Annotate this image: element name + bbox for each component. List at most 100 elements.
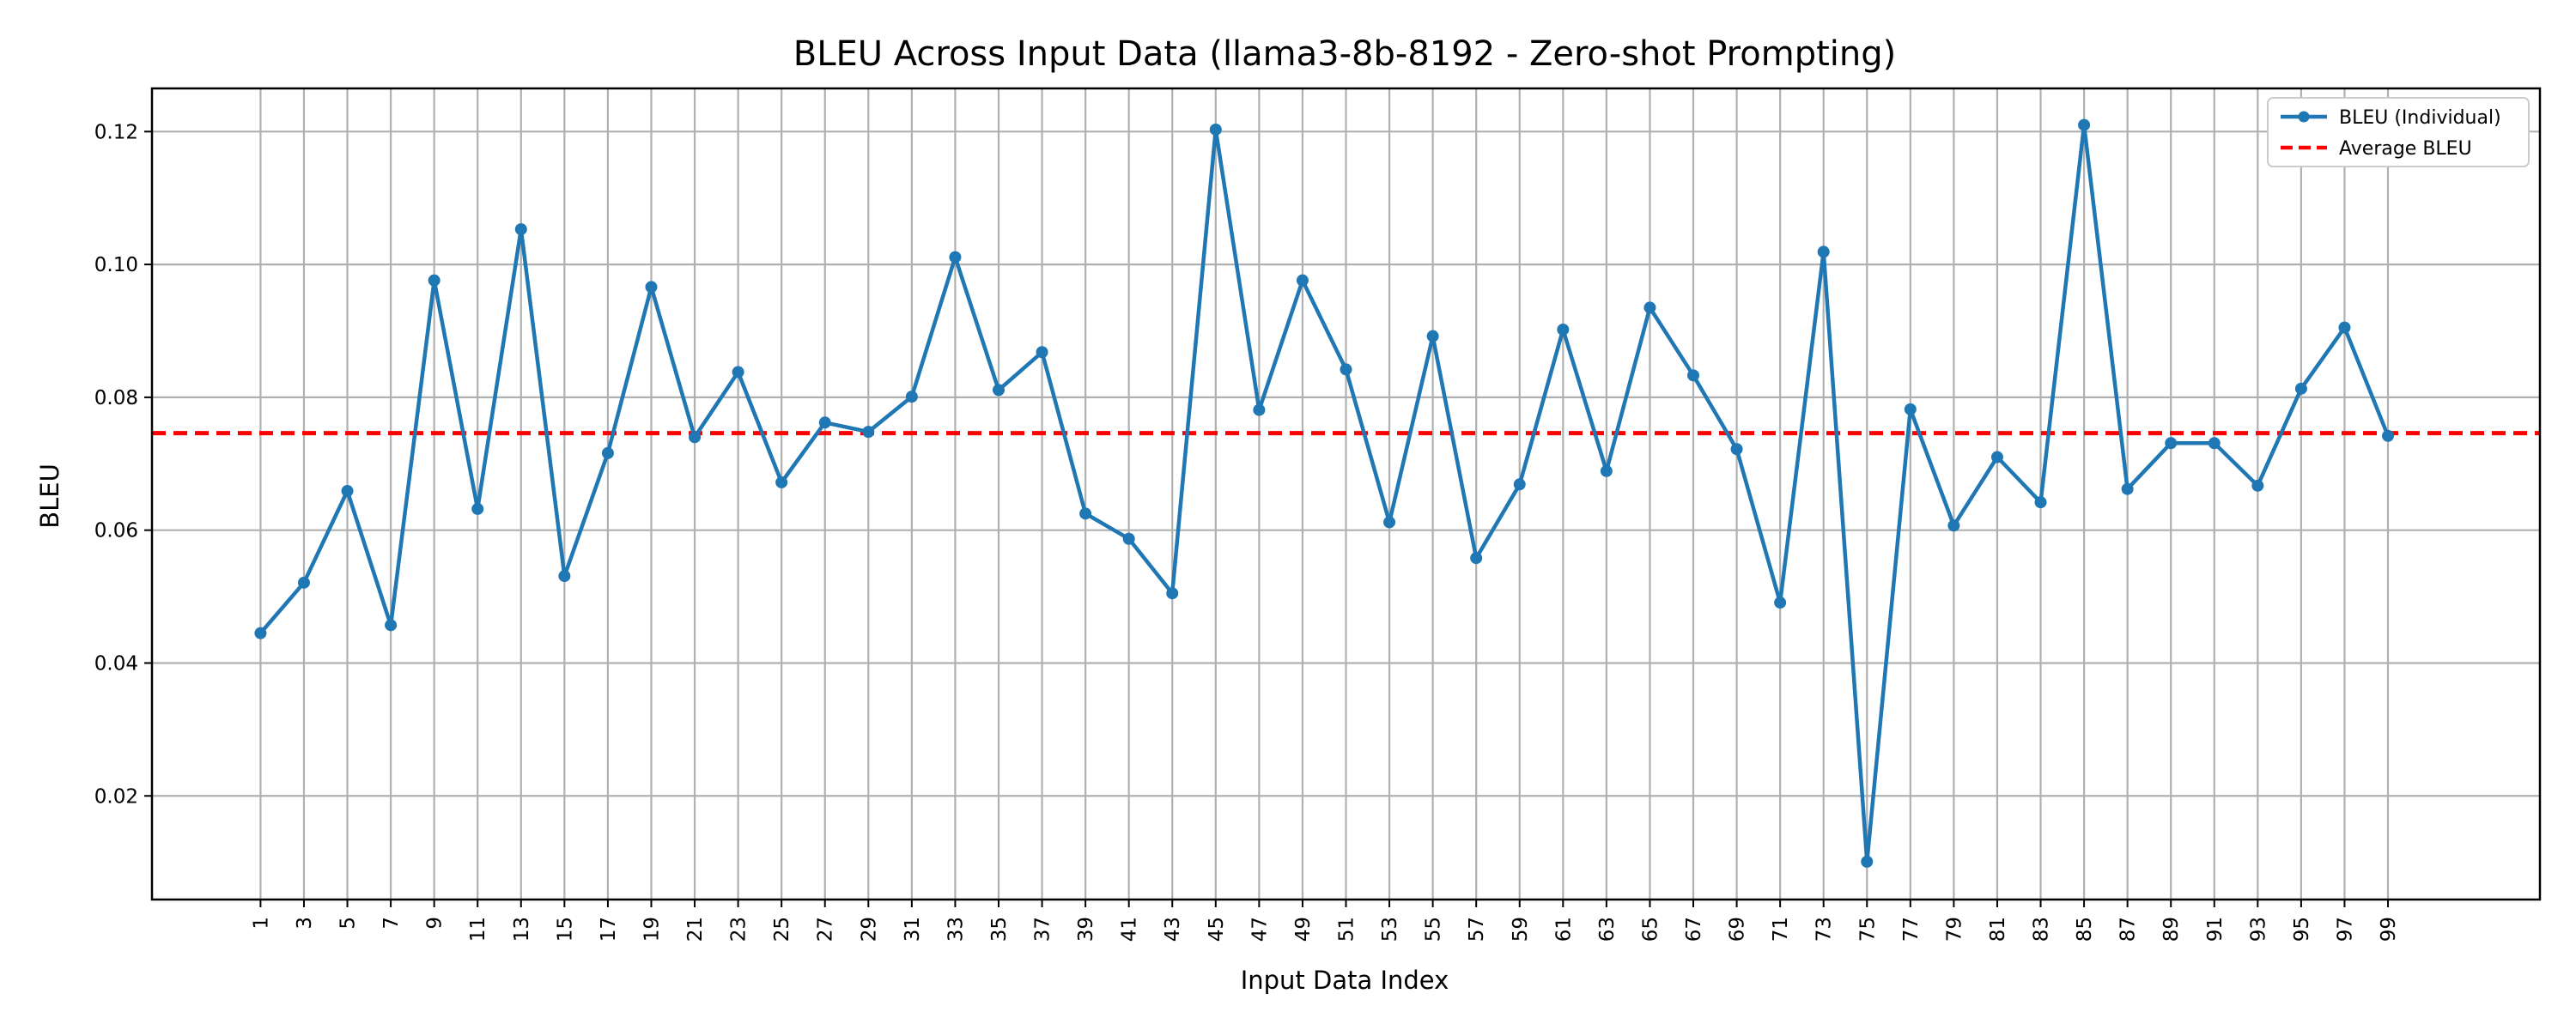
bleu-data-point <box>1817 245 1830 258</box>
bleu-data-point <box>1861 855 1874 868</box>
x-tick-label: 65 <box>1639 917 1662 942</box>
x-tick-label: 55 <box>1423 917 1445 942</box>
x-tick-label: 67 <box>1683 917 1705 942</box>
x-tick-label: 23 <box>728 917 750 942</box>
bleu-data-point <box>905 391 918 403</box>
x-tick-label: 79 <box>1943 917 1965 942</box>
bleu-data-point <box>1296 274 1309 287</box>
x-tick-label: 7 <box>380 917 403 930</box>
bleu-data-point <box>2078 118 2091 131</box>
bleu-data-point <box>254 627 267 639</box>
bleu-data-point <box>1426 330 1439 342</box>
bleu-data-point <box>1947 519 1960 532</box>
bleu-data-point <box>732 366 744 379</box>
bleu-data-point <box>471 502 484 515</box>
x-tick-label: 97 <box>2334 917 2356 942</box>
bleu-data-point <box>862 426 875 439</box>
x-tick-label: 89 <box>2160 917 2183 942</box>
x-tick-label: 17 <box>598 917 620 942</box>
x-tick-label: 81 <box>1987 917 2009 942</box>
x-tick-label: 73 <box>1814 917 1836 942</box>
x-tick-label: 51 <box>1336 917 1358 942</box>
x-tick-label: 59 <box>1510 917 1532 942</box>
bleu-data-point <box>645 281 658 294</box>
bleu-data-point <box>341 485 354 498</box>
y-tick-label: 0.12 <box>94 121 138 143</box>
x-axis-label: Input Data Index <box>1241 966 1449 995</box>
bleu-data-point <box>1600 464 1613 477</box>
x-tick-label: 69 <box>1727 917 1749 942</box>
bleu-data-point <box>2338 321 2351 334</box>
x-tick-label: 57 <box>1466 917 1488 942</box>
bleu-data-point <box>1253 403 1266 416</box>
bleu-data-point <box>1079 507 1092 520</box>
bleu-data-point <box>1122 532 1135 545</box>
x-tick-label: 87 <box>2117 917 2140 942</box>
x-tick-label: 45 <box>1206 917 1228 942</box>
bleu-data-point <box>1470 552 1483 565</box>
x-tick-label: 39 <box>1075 917 1097 942</box>
grid-layer <box>152 88 2540 900</box>
bleu-data-point <box>601 446 614 459</box>
x-tick-label: 33 <box>945 917 967 942</box>
x-tick-label: 99 <box>2378 917 2400 942</box>
x-tick-label: 1 <box>250 917 272 930</box>
x-tick-label: 77 <box>1900 917 1923 942</box>
bleu-data-point <box>385 619 398 632</box>
x-tick-label: 95 <box>2291 917 2313 942</box>
x-tick-label: 35 <box>988 917 1011 942</box>
bleu-data-point <box>2382 429 2395 442</box>
x-tick-label: 11 <box>467 917 489 942</box>
bleu-data-point <box>1730 443 1743 456</box>
y-tick-label: 0.04 <box>94 652 138 675</box>
x-tick-label: 91 <box>2204 917 2227 942</box>
bleu-data-point <box>1340 363 1352 376</box>
x-tick-label: 13 <box>511 917 533 942</box>
x-tick-label: 43 <box>1162 917 1184 942</box>
bleu-data-point <box>428 274 440 287</box>
x-tick-label: 75 <box>1856 917 1879 942</box>
x-axis-ticks: 1 3 5 7 9 11 13 15 17 19 21 23 25 27 29 31 33 35 37 39 41 43 4… <box>250 900 2400 942</box>
y-tick-label: 0.08 <box>94 387 138 409</box>
bleu-data-point <box>1036 346 1048 359</box>
bleu-data-point <box>2208 437 2221 450</box>
x-tick-label: 47 <box>1249 917 1271 942</box>
legend-label-individual: BLEU (Individual) <box>2339 107 2501 129</box>
legend: BLEU (Individual) Average BLEU <box>2267 97 2530 167</box>
x-tick-label: 93 <box>2247 917 2269 942</box>
x-tick-label: 3 <box>294 917 316 930</box>
x-tick-label: 25 <box>771 917 793 942</box>
bleu-data-point <box>1513 478 1526 491</box>
bleu-data-point <box>1557 323 1570 336</box>
y-tick-label: 0.02 <box>94 785 138 808</box>
x-tick-label: 49 <box>1292 917 1315 942</box>
x-tick-label: 9 <box>424 917 447 930</box>
bleu-data-point <box>297 576 310 589</box>
bleu-data-point <box>2121 482 2134 495</box>
series-layer <box>254 118 2395 868</box>
bleu-data-point <box>818 416 831 429</box>
x-tick-label: 61 <box>1552 917 1575 942</box>
chart-title: BLEU Across Input Data (llama3-8b-8192 -… <box>793 34 1896 74</box>
legend-label-average: Average BLEU <box>2339 138 2472 160</box>
bleu-data-point <box>2294 382 2307 395</box>
x-tick-label: 5 <box>337 917 360 930</box>
x-tick-label: 37 <box>1032 917 1054 942</box>
x-tick-label: 71 <box>1770 917 1792 942</box>
bleu-data-point <box>775 476 788 488</box>
bleu-data-point <box>558 570 571 583</box>
bleu-data-point <box>1643 301 1656 314</box>
bleu-data-point <box>1383 516 1396 529</box>
x-tick-label: 85 <box>2074 917 2096 942</box>
y-tick-label: 0.06 <box>94 520 138 542</box>
bleu-data-point <box>2034 496 2047 509</box>
bleu-data-point <box>992 384 1005 397</box>
bleu-data-point <box>1166 587 1179 600</box>
bleu-individual-line <box>258 123 2391 864</box>
x-tick-label: 19 <box>641 917 663 942</box>
x-tick-label: 15 <box>554 917 576 942</box>
legend-series-marker-swatch <box>2298 111 2310 123</box>
y-tick-label: 0.10 <box>94 254 138 276</box>
